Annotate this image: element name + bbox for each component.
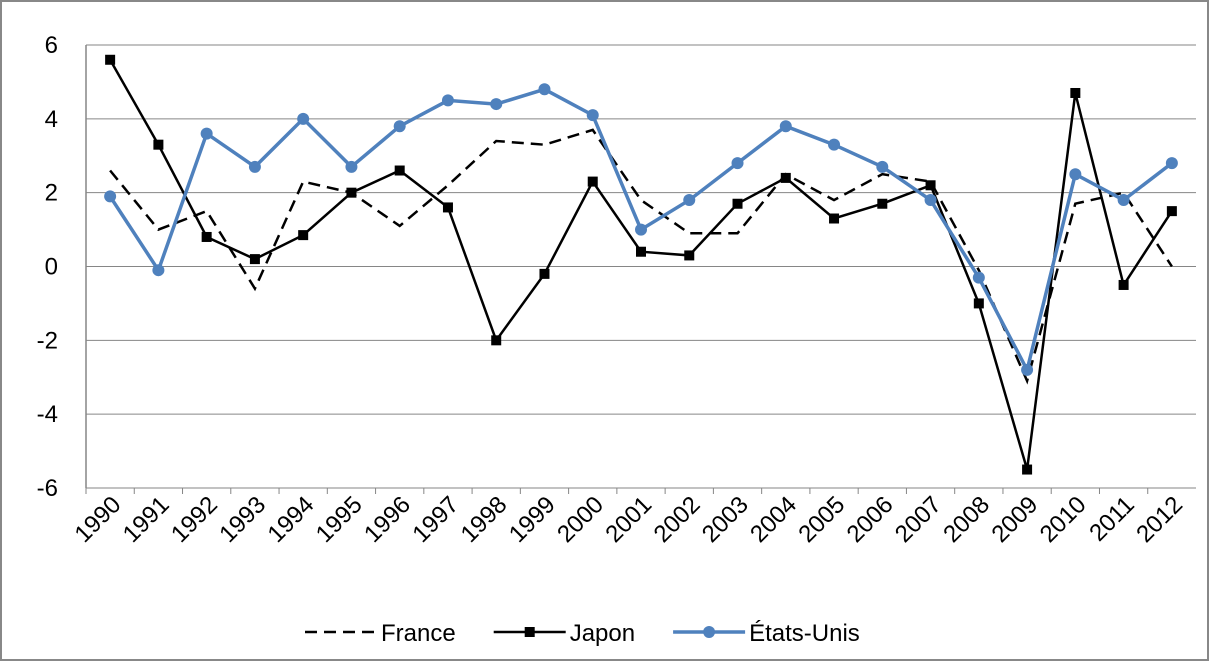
y-tick-label: 0 bbox=[45, 254, 58, 281]
marker bbox=[490, 98, 503, 111]
legend-label: États-Unis bbox=[749, 620, 860, 647]
marker bbox=[1070, 87, 1081, 98]
marker bbox=[683, 194, 696, 207]
marker bbox=[1166, 206, 1177, 217]
marker bbox=[105, 54, 116, 65]
marker bbox=[441, 94, 454, 107]
marker bbox=[200, 127, 213, 140]
marker bbox=[248, 160, 261, 173]
marker bbox=[297, 112, 310, 125]
marker bbox=[876, 160, 889, 173]
legend-marker bbox=[524, 627, 535, 637]
marker bbox=[393, 120, 406, 133]
y-tick-label: -6 bbox=[37, 475, 58, 502]
marker bbox=[1165, 157, 1178, 170]
marker bbox=[636, 246, 646, 257]
marker bbox=[684, 250, 695, 261]
marker bbox=[153, 139, 164, 150]
legend-label: Japon bbox=[570, 620, 635, 647]
marker bbox=[539, 268, 550, 279]
marker bbox=[201, 231, 212, 242]
marker bbox=[346, 187, 357, 198]
marker bbox=[877, 198, 888, 209]
marker bbox=[732, 198, 743, 209]
marker bbox=[152, 264, 165, 277]
marker bbox=[1022, 464, 1033, 475]
legend-marker bbox=[703, 626, 716, 638]
marker bbox=[973, 298, 984, 309]
marker bbox=[104, 190, 117, 203]
marker bbox=[538, 83, 551, 96]
marker bbox=[829, 213, 840, 224]
marker bbox=[828, 138, 841, 151]
marker bbox=[972, 271, 985, 284]
marker bbox=[924, 194, 937, 207]
y-tick-label: 6 bbox=[45, 32, 58, 59]
y-tick-label: 4 bbox=[45, 106, 58, 133]
y-tick-label: -2 bbox=[37, 327, 58, 354]
y-tick-label: -4 bbox=[37, 401, 58, 428]
marker bbox=[586, 109, 599, 122]
legend-label: France bbox=[381, 620, 456, 647]
marker bbox=[587, 176, 598, 187]
marker bbox=[1118, 279, 1129, 290]
marker bbox=[635, 223, 647, 236]
marker bbox=[442, 202, 453, 213]
marker bbox=[249, 254, 260, 265]
marker bbox=[491, 335, 502, 346]
marker bbox=[394, 165, 405, 176]
marker bbox=[731, 157, 744, 170]
marker bbox=[1069, 168, 1082, 181]
marker bbox=[779, 120, 792, 133]
y-tick-label: 2 bbox=[45, 180, 58, 207]
marker bbox=[780, 172, 791, 183]
marker bbox=[1021, 363, 1034, 376]
marker bbox=[1117, 194, 1130, 207]
marker bbox=[345, 160, 358, 173]
marker bbox=[925, 180, 936, 191]
marker bbox=[298, 230, 309, 241]
